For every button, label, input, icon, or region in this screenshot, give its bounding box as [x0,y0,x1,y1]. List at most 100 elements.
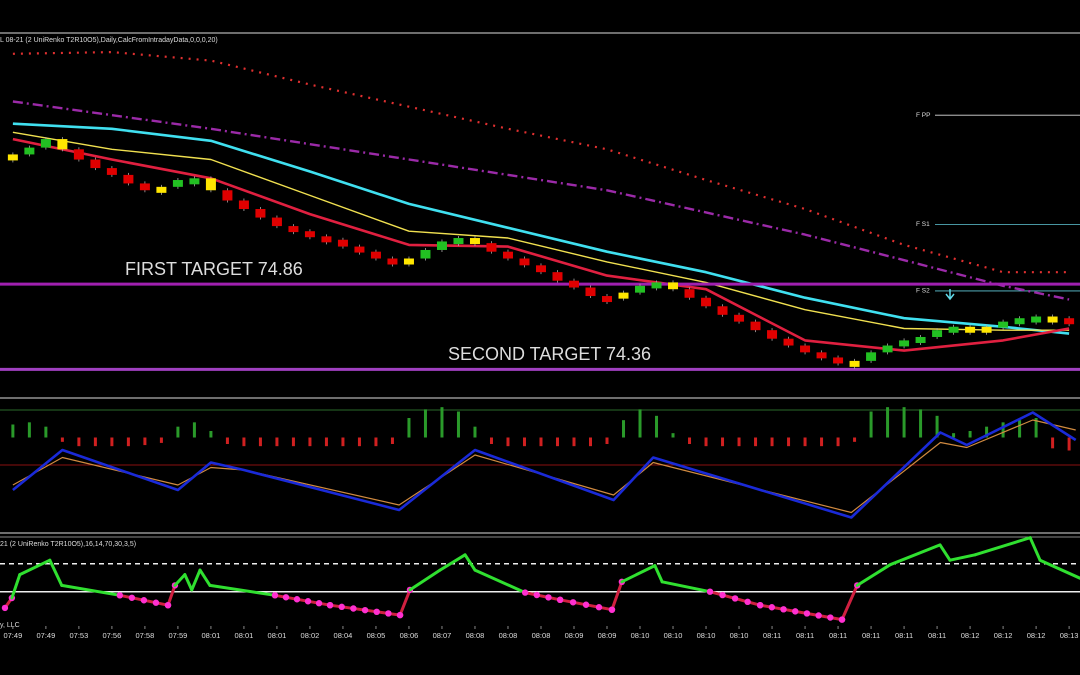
pivot-label: F PP [916,112,930,119]
signal-segment [198,568,212,587]
histogram-bar [159,437,163,443]
signal-dot [719,591,726,599]
signal-dot [595,604,603,611]
signal-segment [473,568,527,595]
renko-box [965,326,976,333]
moving-average [12,122,1070,335]
histogram-bar [968,431,972,438]
x-tick-label: 08:13 [1060,631,1079,640]
histogram-bar [275,437,279,447]
histogram-bar [27,422,31,438]
histogram-bar [209,431,213,438]
signal-segment [610,580,624,612]
x-tick-label: 08:11 [829,631,847,640]
histogram-bar [110,437,114,447]
signal-dot [545,594,552,601]
histogram-bar [539,437,543,447]
renko-box [585,287,596,297]
histogram-bar [853,437,857,442]
renko-box [255,209,266,218]
renko-box [387,258,398,265]
histogram-bar [324,437,328,447]
renko-box [304,231,315,238]
renko-box [486,243,497,252]
signal-dot [838,616,846,623]
histogram-bar [242,437,246,447]
x-tick-label: 08:12 [1027,631,1046,640]
signal-segment [840,583,859,622]
signal-dot [116,592,124,599]
signal-segment [888,543,942,567]
histogram-bar [952,433,956,438]
header: L 08-21 (2 UniRenko T2R10O5),Daily,CalcF… [0,37,218,44]
x-tick-label: 08:02 [301,631,320,640]
x-tick-label: 08:01 [202,631,221,640]
histogram-bar [60,437,64,442]
histogram-bar [787,437,791,447]
renko-box [684,289,695,298]
signal-dot [803,610,811,617]
histogram-bar [407,418,411,438]
histogram-bar [754,437,758,447]
signal-dot [361,606,369,614]
oscillator-line [12,411,1077,519]
signal-dot [706,588,714,595]
renko-box [701,297,712,307]
signal-segment [190,568,202,592]
histogram-bar [473,426,477,438]
renko-box [420,249,431,259]
renko-box [189,178,200,185]
renko-box [651,282,662,289]
signal-segment [653,564,664,584]
renko-box [602,296,613,303]
signal-dot [293,596,301,603]
histogram-bar [919,409,923,438]
signal-dot [326,602,334,609]
renko-box [370,251,381,259]
histogram-bar [192,422,196,438]
x-tick-label: 08:11 [796,631,814,640]
signal-segment [166,583,177,607]
x-tick-label: 08:12 [961,631,980,640]
x-tick-label: 08:06 [400,631,419,640]
signal-dot [152,599,160,606]
renko-box [535,265,546,273]
renko-box [519,258,530,266]
x-tick-label: 08:01 [268,631,287,640]
renko-box [106,168,117,175]
renko-box [337,239,348,247]
pivot-label: F S1 [916,221,930,228]
renko-box [172,180,183,187]
histogram-bar [770,437,774,447]
renko-box [552,272,563,281]
signal-segment [660,580,712,594]
histogram-bar [1018,420,1022,438]
histogram-bar [506,437,510,447]
histogram-bar [605,437,609,444]
signal-dot [768,604,776,611]
histogram-bar [522,437,526,447]
histogram-bar [985,426,989,438]
histogram-bar [886,407,890,438]
pivot-label: F S2 [916,288,930,295]
signal-dot [385,610,392,617]
histogram-bar [176,426,180,438]
renko-box [90,159,101,169]
x-tick-label: 08:09 [565,631,584,640]
renko-box [238,200,249,210]
signal-segment [398,588,412,617]
renko-box [7,154,18,161]
signal-dot [396,611,404,619]
renko-box [816,352,827,359]
histogram-bar [836,437,840,447]
signal-segment [408,568,442,592]
histogram-bar [820,437,824,447]
signal-dot [569,599,577,606]
x-tick-label: 08:04 [334,631,353,640]
x-tick-label: 08:11 [895,631,913,640]
renko-box [767,330,778,339]
renko-box [288,226,299,233]
renko-box [833,357,844,364]
signal-segment [10,573,22,600]
moving-average [12,131,1070,331]
